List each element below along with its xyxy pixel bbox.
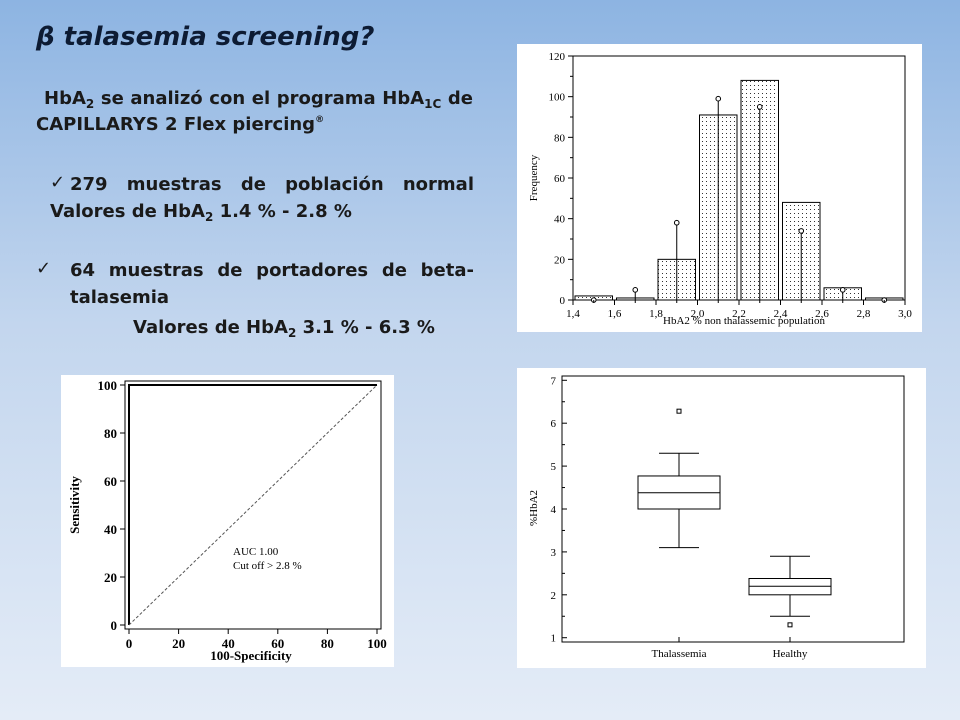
boxplot-chart: 1 2 3 4 5 6 7 %HbA2 Thalassemia Healthy <box>528 375 905 660</box>
histogram-x-tick-label: 1,4 <box>566 308 580 320</box>
histogram-y-tick-label: 100 <box>549 92 566 104</box>
roc-y-tick-label: 100 <box>98 378 118 393</box>
roc-y-tick-label: 0 <box>111 618 118 633</box>
histogram-x-tick-label: 2,2 <box>732 308 746 320</box>
boxplot-y-tick-label: 6 <box>551 418 557 430</box>
histogram-x-tick-label: 1,8 <box>649 308 663 320</box>
histogram-x-tick-label: 2,6 <box>815 308 829 320</box>
boxplot-y-tick-label: 5 <box>551 461 557 473</box>
slide-title: β talasemia screening? <box>36 22 375 52</box>
check-icon: ✓ <box>36 258 52 278</box>
histogram-frame <box>572 55 906 301</box>
roc-x-tick-label: 0 <box>126 636 133 651</box>
histogram-x-tick-label: 3,0 <box>898 308 912 320</box>
roc-y-tick-label: 60 <box>104 474 117 489</box>
bullet2-line-1: 64 muestras de portadores de beta- <box>70 260 474 281</box>
histogram-y-tick-label: 60 <box>554 173 566 185</box>
roc-xlabel: 100-Specificity <box>210 648 292 663</box>
bullet1-line-2: Valores de HbA2 1.4 % - 2.8 % <box>50 201 352 224</box>
boxplot-outlier <box>787 622 793 628</box>
histogram-ylabel: Frequency <box>528 154 540 201</box>
histogram-fit-point <box>756 104 763 110</box>
intro-line-2: CAPILLARYS 2 Flex piercing® <box>36 114 325 135</box>
roc-panel: 0 20 40 60 80 100 0 20 40 60 80 100 AUC 1.00 Cut of… <box>61 375 394 667</box>
roc-y-tick-label: 40 <box>104 522 117 537</box>
boxplot-outlier <box>676 408 682 414</box>
histogram-x-tick-label: 2,8 <box>857 308 871 320</box>
roc-x-tick-label: 40 <box>222 636 235 651</box>
boxplot-y-tick-label: 1 <box>551 633 557 645</box>
boxplot-y-tick-label: 3 <box>551 547 557 559</box>
boxplot-category-thalassemia: Thalassemia <box>652 648 707 660</box>
histogram-x-tick-label: 1,6 <box>608 308 622 320</box>
histogram-fit-point <box>715 95 722 102</box>
roc-y-tick-label: 20 <box>104 570 117 585</box>
histogram-xlabel: HbA2 % non thalassemic population <box>663 315 825 327</box>
boxplot-y-tick-label: 7 <box>551 375 557 387</box>
bullet2-line-2: talasemia <box>70 287 170 308</box>
roc-x-tick-label: 20 <box>172 636 185 651</box>
histogram-fit-point <box>632 287 639 293</box>
histogram-x-tick-label: 2,4 <box>774 308 788 320</box>
roc-ylabel: Sensitivity <box>67 476 82 534</box>
boxplot-category-healthy: Healthy <box>773 648 808 660</box>
roc-x-tick-label: 60 <box>271 636 284 651</box>
bullet2-line-3: Valores de HbA2 3.1 % - 6.3 % <box>133 317 435 340</box>
roc-y-tick-label: 80 <box>104 426 117 441</box>
histogram-fit-point <box>798 228 805 234</box>
roc-x-tick-label: 100 <box>367 636 387 651</box>
roc-reference-line <box>128 384 378 626</box>
histogram-x-tick-label: 2,0 <box>691 308 705 320</box>
intro-line-1: HbA2 se analizó con el programa HbA1C de <box>44 88 474 111</box>
boxplot-y-tick-label: 4 <box>551 504 557 516</box>
histogram-y-tick-label: 120 <box>549 51 566 63</box>
roc-curve <box>128 384 377 625</box>
roc-annotation-auc: AUC 1.00 <box>233 546 279 558</box>
histogram-y-tick-label: 0 <box>560 295 566 307</box>
roc-frame <box>124 380 382 630</box>
histogram-y-tick-label: 40 <box>554 214 566 226</box>
boxplot-y-tick-label: 2 <box>551 590 557 602</box>
boxplot-panel: 1 2 3 4 5 6 7 %HbA2 Thalassemia Healthy <box>517 368 926 668</box>
bullet1-line-1: 279 muestras de población normal <box>70 174 474 195</box>
check-icon: ✓ <box>50 172 66 192</box>
roc-x-tick-label: 80 <box>321 636 334 651</box>
roc-annotation-cutoff: Cut off > 2.8 % <box>233 560 302 572</box>
histogram-y-tick-label: 20 <box>554 254 566 266</box>
histogram-y-tick-label: 80 <box>554 132 566 144</box>
histogram-chart: 1,4 1,6 1,8 2,0 2,2 2,4 2,6 2,8 3,0 0 20 40 60 80 100 1… <box>528 51 912 327</box>
roc-chart: 0 20 40 60 80 100 0 20 40 60 80 100 AUC 1.00 Cut of… <box>67 378 387 663</box>
histogram-fit-point <box>839 287 846 293</box>
histogram-panel: 1,4 1,6 1,8 2,0 2,2 2,4 2,6 2,8 3,0 0 20 40 60 80 100 1… <box>517 44 922 332</box>
boxplot-ylabel: %HbA2 <box>528 490 540 526</box>
histogram-fit-point <box>673 219 680 226</box>
boxplot-frame <box>561 375 905 643</box>
